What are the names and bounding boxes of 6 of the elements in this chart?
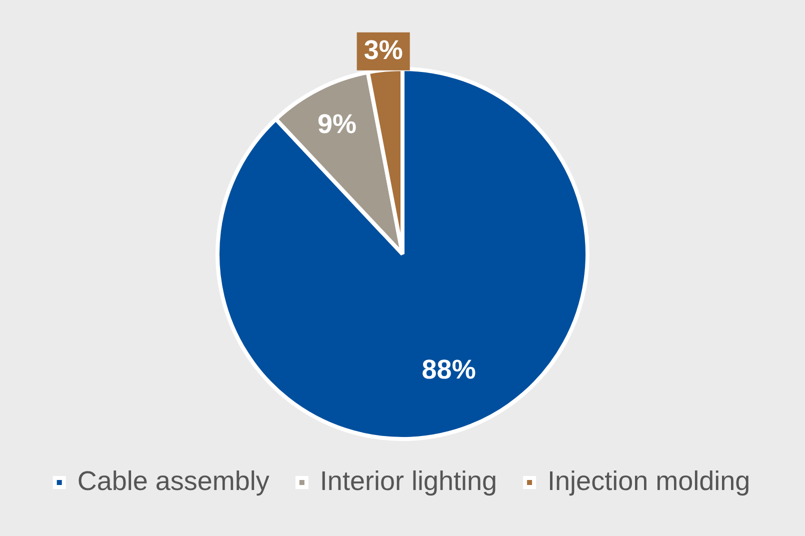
legend-label: Cable assembly — [77, 466, 270, 496]
legend-label: Injection molding — [548, 466, 750, 496]
data-label: 88% — [422, 354, 476, 384]
data-label: 9% — [317, 108, 357, 139]
data-label: 3% — [364, 34, 403, 65]
legend-label: Interior lighting — [320, 466, 498, 496]
